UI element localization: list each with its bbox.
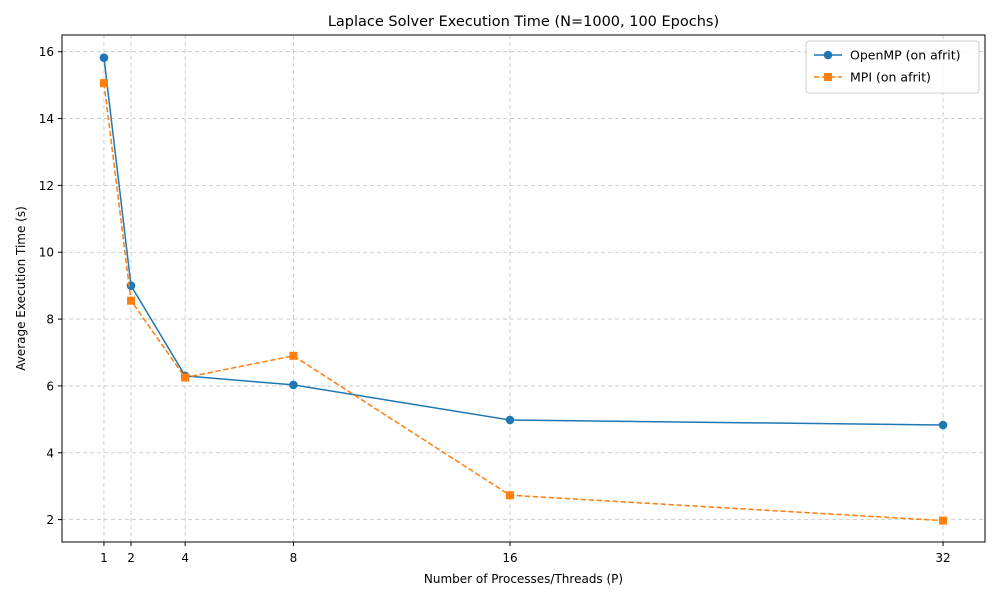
x-tick-label: 16	[502, 551, 517, 565]
data-point	[181, 373, 190, 382]
x-tick-label: 8	[290, 551, 298, 565]
legend-marker	[824, 73, 832, 81]
legend-entry: MPI (on afrit)	[814, 70, 931, 85]
y-tick-label: 14	[39, 112, 54, 126]
series-mpi	[99, 79, 948, 525]
y-tick-label: 12	[39, 179, 54, 193]
y-tick-label: 4	[46, 446, 54, 460]
legend-marker	[823, 50, 833, 60]
data-point	[505, 491, 514, 500]
x-axis-label: Number of Processes/Threads (P)	[424, 572, 623, 586]
series-group	[99, 53, 948, 525]
grid-lines	[62, 35, 985, 542]
data-point	[938, 420, 948, 430]
x-tick-label: 4	[181, 551, 189, 565]
data-point	[289, 351, 298, 360]
data-point	[126, 281, 136, 290]
series-line	[103, 83, 944, 522]
series-line	[103, 57, 944, 426]
series-openmp	[99, 53, 948, 430]
legend-entry: OpenMP (on afrit)	[814, 48, 961, 63]
legend-label: MPI (on afrit)	[850, 70, 931, 85]
legend-box	[805, 40, 980, 94]
y-tick-label: 2	[46, 513, 54, 527]
y-tick-label: 8	[46, 313, 54, 327]
y-tick-label: 6	[46, 379, 54, 393]
x-tick-label: 32	[935, 551, 950, 565]
data-point	[99, 53, 109, 63]
plot-area-frame	[61, 34, 986, 543]
x-tick-label: 2	[127, 551, 135, 565]
data-point	[939, 516, 948, 525]
y-tick-label: 10	[39, 246, 54, 260]
data-point	[99, 79, 108, 88]
chart-title: Laplace Solver Execution Time (N=1000, 1…	[328, 14, 719, 30]
legend: OpenMP (on afrit) MPI (on afrit)	[805, 40, 980, 94]
y-tick-label: 16	[39, 45, 54, 59]
data-point	[505, 415, 515, 425]
y-axis-label: Average Execution Time (s)	[14, 206, 28, 371]
x-tick-label: 1	[100, 551, 108, 565]
legend-label: OpenMP (on afrit)	[850, 48, 961, 63]
data-point	[127, 296, 136, 305]
data-point	[289, 380, 298, 390]
